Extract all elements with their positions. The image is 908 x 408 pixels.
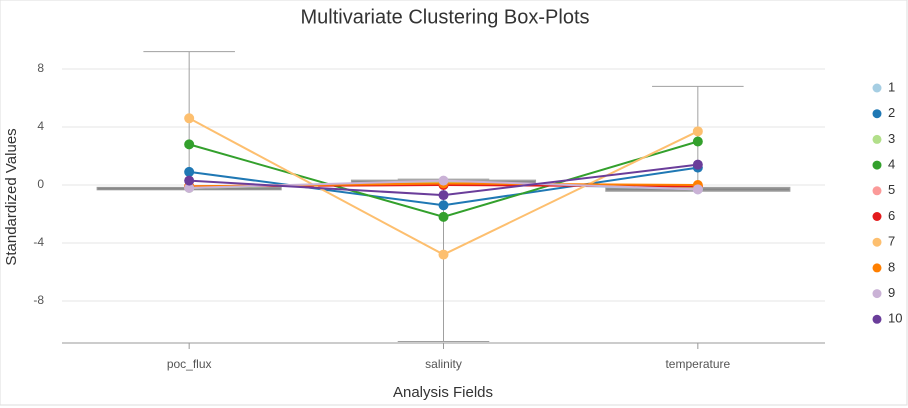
point	[692, 136, 703, 147]
point	[184, 166, 195, 177]
chart-title: Multivariate Clustering Box-Plots	[301, 6, 590, 28]
legend-marker	[872, 83, 882, 93]
y-tick-label: -8	[33, 293, 44, 307]
legend-label: 6	[888, 208, 895, 223]
legend-label: 7	[888, 234, 895, 249]
x-axis-label: Analysis Fields	[393, 384, 493, 401]
legend-label: 3	[888, 131, 895, 146]
y-tick-label: 0	[37, 177, 44, 191]
legend-marker	[872, 134, 882, 144]
legend-marker	[872, 289, 882, 299]
point	[438, 211, 449, 222]
point	[438, 175, 449, 186]
legend-label: 8	[888, 259, 895, 274]
point	[184, 175, 195, 186]
legend-label: 4	[888, 157, 895, 172]
legend-label: 2	[888, 105, 895, 120]
x-tick-label: temperature	[665, 357, 730, 371]
legend-label: 10	[888, 311, 902, 326]
point	[692, 184, 703, 195]
x-tick-label: poc_flux	[167, 357, 212, 371]
legend-label: 5	[888, 182, 895, 197]
y-tick-label: -4	[33, 235, 44, 249]
legend-marker	[872, 160, 882, 170]
legend-marker	[872, 263, 882, 273]
point	[438, 249, 449, 260]
point	[184, 182, 195, 193]
point	[184, 139, 195, 150]
point	[692, 126, 703, 137]
point	[184, 113, 195, 124]
y-axis-label: Standardized Values	[3, 128, 20, 265]
y-tick-label: 8	[37, 61, 44, 75]
legend-marker	[872, 212, 882, 221]
legend-label: 9	[888, 285, 895, 300]
legend-marker	[872, 186, 882, 196]
x-tick-label: salinity	[425, 357, 462, 371]
point	[438, 190, 449, 201]
legend-marker	[872, 237, 882, 247]
legend-label: 1	[888, 79, 895, 94]
y-tick-label: 4	[37, 119, 44, 133]
point	[438, 200, 449, 211]
legend-marker	[872, 314, 882, 324]
legend-marker	[872, 109, 882, 119]
point	[692, 159, 703, 170]
